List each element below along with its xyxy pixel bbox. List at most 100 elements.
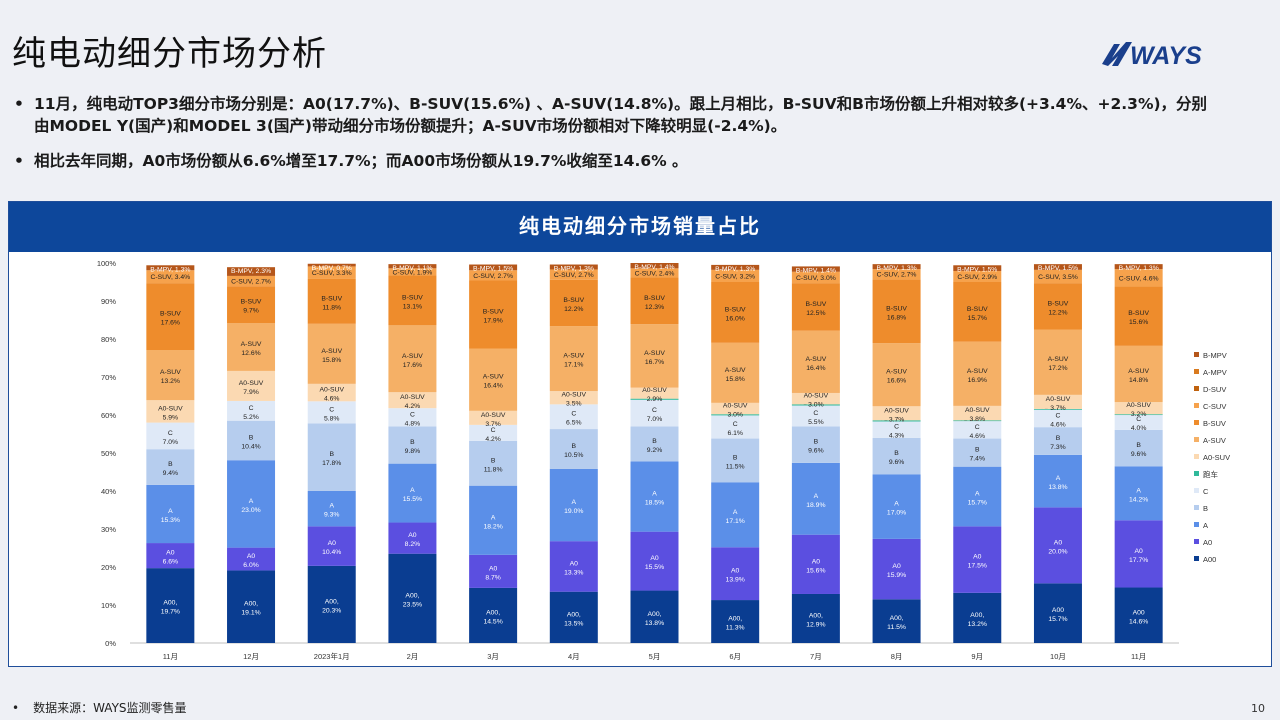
bar-segment <box>469 554 518 588</box>
data-label-value: 9.6% <box>889 459 905 466</box>
data-label-value: 5.8% <box>324 415 340 422</box>
data-label-name: A <box>652 491 657 498</box>
legend-swatch <box>1194 420 1199 425</box>
x-tick-label: 3月 <box>487 652 499 661</box>
bar-segment <box>307 278 356 324</box>
data-label-value: 16.8% <box>887 314 906 321</box>
bar-segment <box>469 348 518 411</box>
data-label-name: C <box>733 421 738 428</box>
data-label-name: A <box>168 508 173 515</box>
data-label-value: 15.5% <box>403 496 422 503</box>
bar-segment <box>711 342 760 403</box>
bar-segment <box>791 283 840 331</box>
bar-segment <box>791 266 840 272</box>
data-label-name: C <box>410 411 415 418</box>
bar-segment <box>1114 264 1163 270</box>
data-label-value: 4.6% <box>1050 421 1066 428</box>
bar-segment <box>227 370 276 401</box>
data-label-name: B-SUV <box>321 295 342 302</box>
data-label-name: A00, <box>567 611 581 618</box>
data-label-value: 7.9% <box>243 389 259 396</box>
data-label-name: A0 <box>247 553 256 560</box>
y-tick-label: 50% <box>101 449 116 458</box>
data-label-value: 15.8% <box>322 357 341 364</box>
bar-segment <box>630 268 679 278</box>
data-label-value: 7.3% <box>1050 444 1066 451</box>
bar-segment <box>711 282 760 343</box>
bar-segment <box>388 268 437 276</box>
data-label: B-MPV, 1.4% <box>796 267 836 274</box>
bar-segment <box>872 420 921 422</box>
bar-segment <box>469 587 518 643</box>
data-label-value: 9.6% <box>1131 451 1147 458</box>
data-label-name: A0 <box>1054 539 1063 546</box>
bar-segment <box>307 423 356 491</box>
data-label-name: A-SUV <box>1128 368 1149 375</box>
y-tick-label: 100% <box>97 259 117 268</box>
data-label-name: A00, <box>890 615 904 622</box>
data-label-name: B <box>733 454 738 461</box>
bar-segment <box>711 414 760 416</box>
data-label-value: 4.2% <box>405 403 421 410</box>
data-label-value: 13.9% <box>726 577 745 584</box>
data-label-name: B-SUV <box>160 311 181 318</box>
data-label-name: B <box>814 439 819 446</box>
data-label-value: 18.2% <box>483 523 502 530</box>
bar-segment <box>227 323 276 371</box>
data-label-value: 10.5% <box>564 452 583 459</box>
data-label-value: 3.7% <box>889 416 905 423</box>
bar-segment <box>146 270 195 284</box>
bar-segment <box>711 482 760 548</box>
data-label-name: A0 <box>650 555 659 562</box>
data-label-name: A-SUV <box>563 353 584 360</box>
bar-segment <box>549 404 598 430</box>
y-tick-label: 40% <box>101 487 116 496</box>
data-label-value: 12.3% <box>645 304 664 311</box>
bar-segment <box>146 350 195 401</box>
bar-segment <box>953 341 1002 406</box>
data-label-value: 16.4% <box>483 383 502 390</box>
bar-segment <box>711 438 760 483</box>
data-label: C-SUV, 2.7% <box>554 272 594 279</box>
bar-segment <box>953 438 1002 467</box>
bar-segment <box>1114 587 1163 643</box>
data-label-value: 4.6% <box>324 396 340 403</box>
summary-bullets: 11月，纯电动TOP3细分市场分别是：A0(17.7%)、B-SUV(15.6%… <box>12 93 1212 185</box>
data-label-value: 15.6% <box>806 567 825 574</box>
data-label-value: 17.5% <box>968 563 987 570</box>
data-label-name: B <box>168 461 173 468</box>
data-label-name: A0-SUV <box>642 387 667 394</box>
data-label-value: 2.9% <box>647 396 663 403</box>
data-label-name: C <box>329 406 334 413</box>
data-label: B-MPV, 1.1% <box>392 265 432 272</box>
data-label-value: 15.7% <box>968 500 987 507</box>
legend-label: B-SUV <box>1203 419 1226 428</box>
data-label-value: 4.2% <box>485 436 501 443</box>
legend-swatch <box>1194 386 1199 391</box>
legend-swatch <box>1194 522 1199 527</box>
bar-segment <box>630 531 679 591</box>
bar-segment <box>1114 414 1163 416</box>
legend-swatch <box>1194 471 1199 476</box>
data-label-value: 8.7% <box>485 574 501 581</box>
bar-segment <box>388 392 437 409</box>
data-label-name: C <box>491 427 496 434</box>
legend-label: A0 <box>1203 538 1212 547</box>
bar-segment <box>1033 583 1082 643</box>
data-label-value: 17.7% <box>1129 557 1148 564</box>
data-label-name: A-SUV <box>644 350 665 357</box>
data-label-value: 12.9% <box>806 621 825 628</box>
bar-segment <box>469 440 518 486</box>
logo-text: WAYS <box>1130 42 1202 70</box>
bar-segment <box>388 408 437 427</box>
data-label-name: B-SUV <box>402 294 423 301</box>
bar-segment <box>388 522 437 554</box>
data-label-name: A0 <box>731 568 740 575</box>
bar-segment <box>227 547 276 571</box>
bar-segment <box>711 264 760 270</box>
bar-segment <box>1033 283 1082 330</box>
data-label: C-SUV, 2.7% <box>473 273 513 280</box>
bar-segment <box>1114 520 1163 588</box>
data-label: C-SUV, 2.7% <box>231 279 271 286</box>
bar-segment <box>307 565 356 643</box>
